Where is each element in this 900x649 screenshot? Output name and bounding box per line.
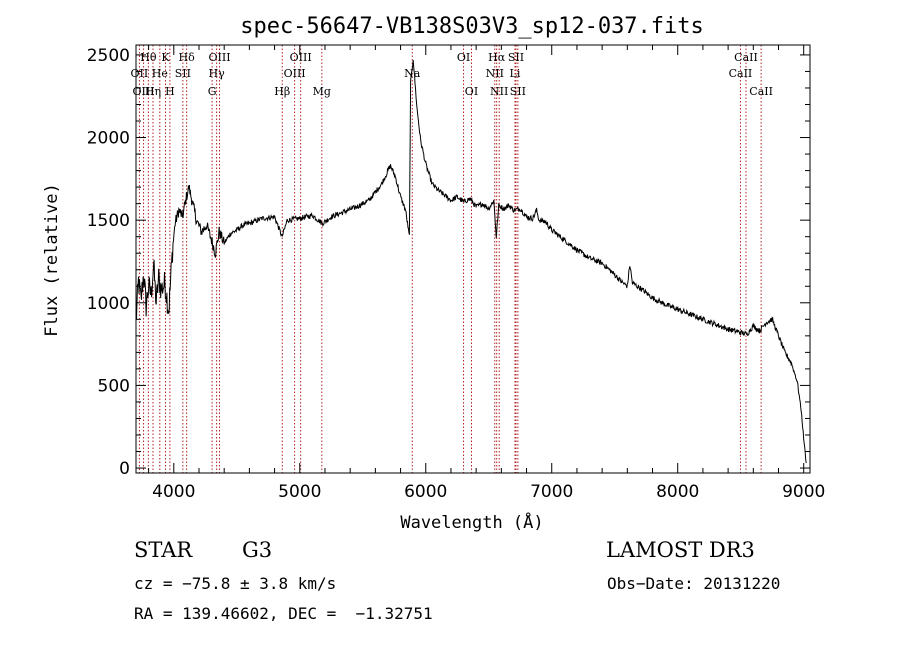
spectral-line-markers [138, 45, 762, 473]
chart-title: spec-56647-VB138S03V3_sp12-037.fits [240, 14, 704, 39]
line-label-hγ: Hγ [209, 67, 226, 80]
survey-name: LAMOST DR3 [606, 538, 755, 562]
y-tick-label: 1500 [87, 211, 130, 231]
line-label-oiii: OIII [290, 51, 312, 64]
line-label-caii: CaII [734, 51, 758, 64]
line-label-oi: OI [457, 51, 470, 64]
line-label-caii: CaII [749, 85, 773, 98]
line-label-oiii: OIII [208, 51, 230, 64]
y-tick-label: 1000 [87, 294, 130, 314]
line-label-sii: SII [510, 85, 526, 98]
line-label-oiii: OIII [284, 67, 306, 80]
redshift-velocity: cz = −75.8 ± 3.8 km/s [134, 574, 337, 593]
line-label-nii: NII [490, 85, 508, 98]
x-axis-ticks: 4000 5000 6000 7000 8000 9000 [148, 45, 825, 502]
line-label-oii: OII [131, 67, 149, 80]
spectrum-series-line [135, 59, 807, 464]
line-label-he: He [152, 67, 168, 80]
plot-frame [135, 44, 811, 474]
y-tick-label: 2500 [87, 46, 130, 66]
x-tick-label: 5000 [278, 482, 321, 502]
line-label-g: G [208, 85, 217, 98]
line-label-hα: Hα [488, 51, 506, 64]
line-label-li: Li [510, 67, 521, 80]
x-tick-label: 9000 [782, 482, 825, 502]
y-tick-label: 2000 [87, 129, 130, 149]
line-label-mg: Mg [313, 85, 331, 98]
x-tick-label: 6000 [404, 482, 447, 502]
x-tick-label: 4000 [152, 482, 195, 502]
line-label-hθ: Hθ [140, 51, 157, 64]
line-label-hδ: Hδ [179, 51, 196, 64]
coordinates: RA = 139.46602, DEC = −1.32751 [134, 604, 433, 623]
x-axis-label: Wavelength (Å) [400, 511, 543, 533]
line-label-h: H [165, 85, 175, 98]
y-axis-label: Flux (relative) [42, 183, 62, 337]
line-label-oi: OI [465, 85, 478, 98]
line-label-hβ: Hβ [274, 85, 290, 98]
line-label-caii: CaII [729, 67, 753, 80]
line-label-nii: NII [486, 67, 504, 80]
line-label-k: K [161, 51, 170, 64]
line-label-hη: Hη [145, 85, 161, 98]
y-tick-label: 500 [98, 376, 130, 396]
line-label-na: Na [404, 67, 421, 80]
x-tick-label: 7000 [530, 482, 573, 502]
object-subclass: G3 [242, 538, 273, 562]
x-tick-label: 8000 [656, 482, 699, 502]
object-class: STAR [134, 538, 193, 562]
line-label-sii: SII [508, 51, 524, 64]
observation-date: Obs−Date: 20131220 [607, 574, 781, 593]
y-axis-ticks: 0 500 1000 1500 2000 2500 [87, 46, 810, 479]
y-tick-label: 0 [119, 459, 130, 479]
line-label-sii: SII [175, 67, 191, 80]
